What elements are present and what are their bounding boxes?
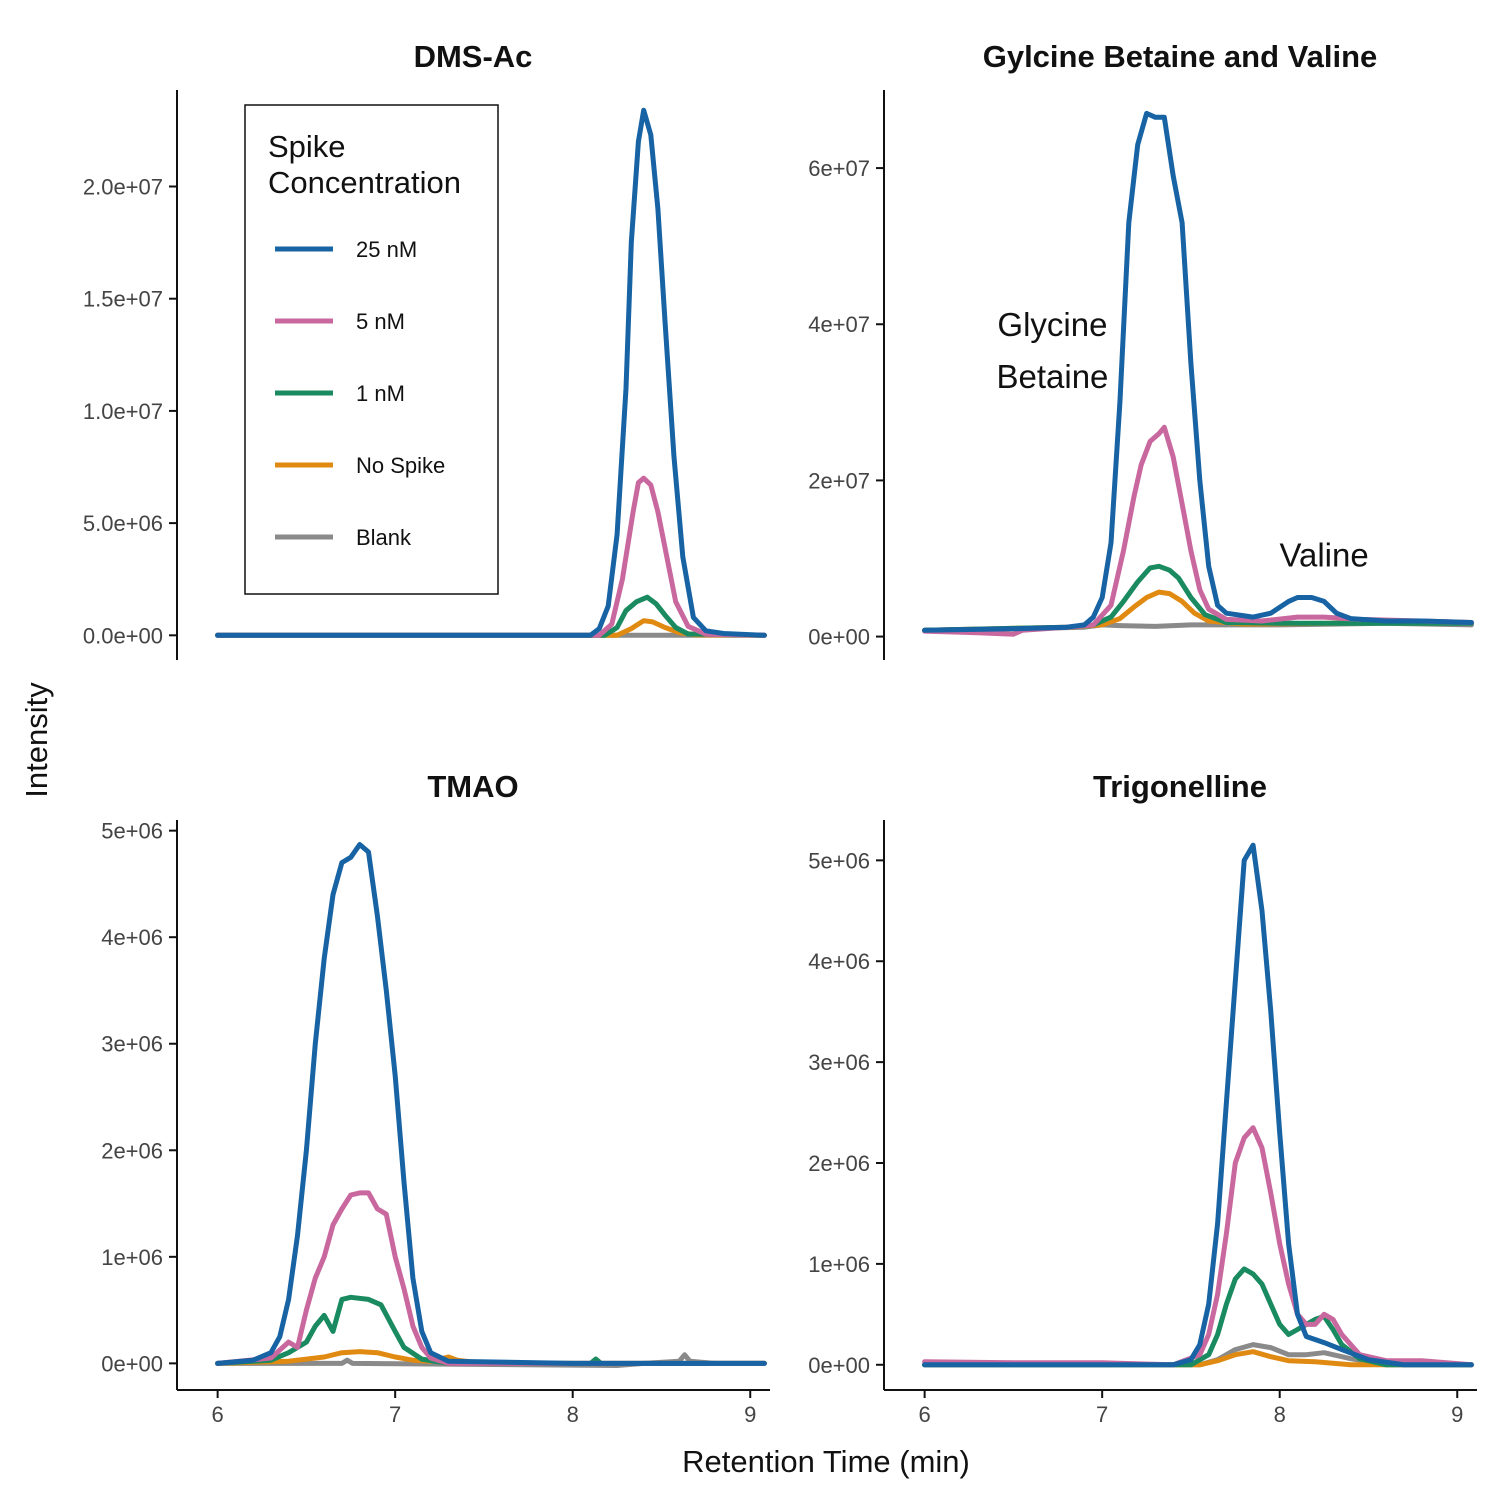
y-tick-label: 2.0e+07 (83, 174, 163, 199)
legend-item-5-nm: 5 nM (275, 309, 405, 334)
legend-title-line-1: Spike (268, 129, 346, 164)
y-tick-label: 6e+07 (808, 156, 870, 181)
y-tick-label: 5e+06 (808, 848, 870, 873)
annotation-label: Valine (1279, 536, 1368, 573)
y-tick-label: 5.0e+06 (83, 511, 163, 536)
legend-label: 5 nM (356, 309, 405, 334)
y-tick-label: 1.0e+07 (83, 399, 163, 424)
x-axis-title: Retention Time (min) (682, 1444, 970, 1479)
panel-title: DMS-Ac (414, 39, 533, 74)
y-tick-label: 2e+06 (808, 1151, 870, 1176)
panel-title: Gylcine Betaine and Valine (983, 39, 1378, 74)
panel-dms-ac: DMS-Ac 0.0e+00 5.0e+06 1.0e+07 1.5e+07 2.0e+0… (83, 39, 767, 660)
y-tick-label: 2e+06 (101, 1138, 163, 1163)
x-tick-label: 6 (919, 1402, 931, 1427)
legend-label: No Spike (356, 453, 445, 478)
y-tick-label: 5e+06 (101, 819, 163, 844)
legend-item-blank: Blank (275, 525, 412, 550)
x-tick-label: 7 (1096, 1402, 1108, 1427)
legend-box (244, 104, 499, 595)
y-tick-label: 0e+00 (808, 1353, 870, 1378)
y-axis-title: Intensity (19, 682, 54, 798)
x-tick-label: 8 (567, 1402, 579, 1427)
legend: Spike Concentration 25 nM 5 nM 1 nM No Spik… (244, 104, 499, 595)
x-tick-label: 9 (1451, 1402, 1463, 1427)
series-line-25-nm (922, 110, 1474, 633)
y-tick-label: 3e+06 (808, 1050, 870, 1075)
x-tick-label: 7 (389, 1402, 401, 1427)
panel-gylcine-betaine-and-valine: Gylcine Betaine and Valine 0e+00 2e+07 4e+0… (808, 39, 1474, 660)
series-line-no-spike (922, 1349, 1474, 1368)
annotation-label: Betaine (996, 358, 1108, 395)
series-line-5-nm (922, 1125, 1474, 1368)
panels-layer: DMS-Ac 0.0e+00 5.0e+06 1.0e+07 1.5e+07 2.0e+0… (83, 39, 1477, 1427)
legend-title-line-2: Concentration (268, 165, 461, 200)
y-tick-label: 3e+06 (101, 1032, 163, 1057)
y-tick-label: 4e+06 (808, 949, 870, 974)
panel-trigonelline: Trigonelline 0e+00 1e+06 2e+06 3e+06 4e+06 5e+… (808, 769, 1477, 1427)
y-tick-label: 1e+06 (808, 1252, 870, 1277)
panel-tmao: TMAO 0e+00 1e+06 2e+06 3e+06 4e+06 5e+06 6 7 8 9 (101, 769, 770, 1427)
series-line-1-nm (922, 1266, 1474, 1368)
x-tick-label: 8 (1274, 1402, 1286, 1427)
x-tick-label: 9 (744, 1402, 756, 1427)
series-line-1-nm (215, 594, 767, 638)
y-tick-label: 0.0e+00 (83, 623, 163, 648)
legend-item-1-nm: 1 nM (275, 381, 405, 406)
y-tick-label: 2e+07 (808, 468, 870, 493)
series-line-25-nm (922, 842, 1474, 1368)
panel-title: TMAO (427, 769, 518, 804)
series-line-5-nm (215, 475, 767, 638)
panel-title: Trigonelline (1093, 769, 1267, 804)
y-tick-label: 4e+07 (808, 312, 870, 337)
y-tick-label: 0e+00 (808, 625, 870, 650)
series-line-25-nm (215, 842, 767, 1366)
y-tick-label: 1e+06 (101, 1245, 163, 1270)
series-line-5-nm (215, 1190, 767, 1366)
legend-label: 1 nM (356, 381, 405, 406)
legend-label: 25 nM (356, 237, 417, 262)
annotation-label: Glycine (997, 306, 1107, 343)
legend-item-25-nm: 25 nM (275, 237, 417, 262)
x-tick-label: 6 (212, 1402, 224, 1427)
y-tick-label: 0e+00 (101, 1351, 163, 1376)
series-line-25-nm (215, 107, 767, 638)
y-tick-label: 1.5e+07 (83, 287, 163, 312)
legend-item-no-spike: No Spike (275, 453, 445, 478)
y-tick-label: 4e+06 (101, 925, 163, 950)
legend-items: 25 nM 5 nM 1 nM No Spike Blank (275, 237, 445, 550)
legend-label: Blank (356, 525, 412, 550)
